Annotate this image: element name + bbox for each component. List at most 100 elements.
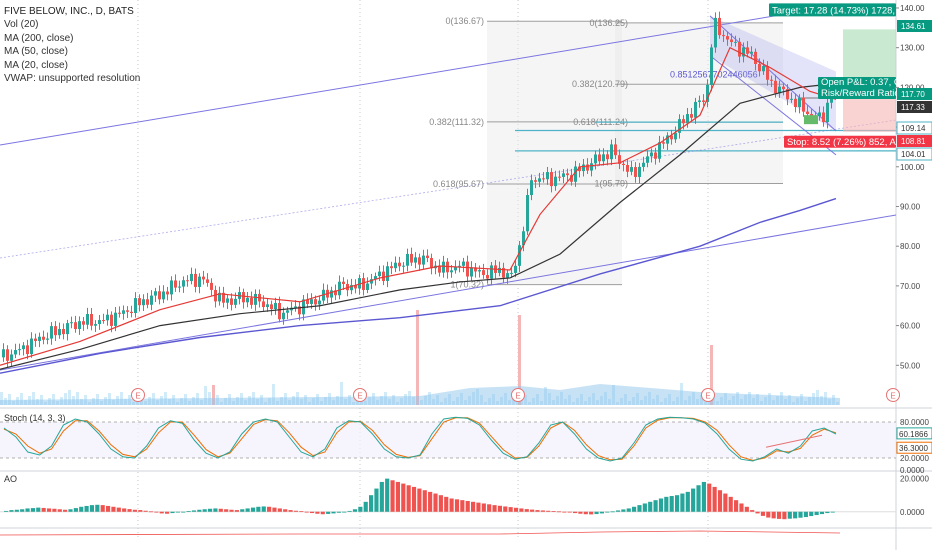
volume-bar (64, 393, 67, 405)
ao-bar (395, 481, 401, 512)
candle-body (286, 310, 289, 313)
ao-bar (401, 483, 406, 512)
ao-bar (288, 510, 293, 512)
ao-bar (674, 495, 680, 512)
candle-body (310, 299, 313, 304)
candle-body (554, 176, 557, 187)
ao-bar (127, 509, 132, 512)
candle-body (186, 280, 189, 282)
candle-body (462, 261, 465, 266)
volume-bar (120, 392, 123, 405)
ao-bar (626, 508, 631, 512)
candle-body (194, 273, 197, 287)
legend-vol[interactable]: Vol (20) (4, 19, 39, 31)
ao-bar (207, 508, 213, 512)
candle-body (226, 298, 229, 303)
candle-body (210, 282, 213, 290)
price-badge-box (897, 88, 932, 100)
candle-body (530, 180, 533, 196)
legend-ma20[interactable]: MA (20, close) (4, 59, 68, 71)
candle-body (734, 41, 737, 43)
ao-bar (744, 506, 749, 512)
ao-bar (664, 496, 669, 512)
symbol-title[interactable]: FIVE BELOW, INC., D, BATS (4, 6, 134, 17)
volume-bar (68, 390, 71, 405)
ao-bar (760, 511, 766, 516)
candle-body (598, 154, 601, 162)
candle-body (750, 51, 753, 54)
ao-bar (766, 511, 771, 518)
ao-bar (347, 510, 352, 512)
ao-bar (776, 511, 782, 519)
ao-bar (154, 511, 159, 513)
candle-body (706, 84, 709, 102)
volume-bar (340, 382, 343, 405)
candle-body (534, 180, 537, 182)
y-tick-label: 100.00 (900, 163, 925, 172)
candle-body (294, 306, 297, 308)
ao-bar (438, 495, 443, 512)
ao-bar (406, 485, 411, 512)
ao-bar (336, 511, 341, 513)
y-tick-label: 70.00 (900, 282, 921, 291)
candle-body (482, 270, 485, 276)
ao-bar (4, 510, 9, 512)
candle-body (70, 322, 73, 324)
ao-pane-label[interactable]: AO (4, 474, 18, 484)
stoch-y-tick-label: 80.0000 (900, 418, 929, 427)
ao-bar (89, 505, 95, 512)
candle-body (114, 312, 117, 326)
candle-body (578, 166, 581, 172)
candle-body (770, 79, 773, 81)
candle-body (178, 286, 181, 288)
candle-body (138, 298, 141, 306)
ao-bar (25, 508, 30, 512)
ao-bar (283, 509, 288, 512)
ao-bar (320, 511, 325, 515)
candle-body (630, 167, 633, 172)
upper-trend-line (0, 4, 841, 146)
candle-body (26, 345, 29, 355)
ao-bar (707, 483, 712, 512)
ao-bar (578, 511, 583, 514)
candle-body (634, 167, 637, 177)
candle-body (442, 261, 445, 273)
y-tick-label: 50.00 (900, 361, 921, 370)
legend-ma50[interactable]: MA (50, close) (4, 46, 68, 58)
candle-body (502, 267, 505, 278)
candle-body (402, 265, 405, 267)
candle-body (514, 265, 517, 273)
candle-body (830, 95, 833, 103)
candle-body (786, 89, 789, 100)
ao-bar (454, 499, 460, 512)
candle-body (182, 280, 185, 287)
ao-bar (530, 509, 535, 512)
ao-bar (433, 493, 438, 512)
ao-bar (293, 510, 299, 512)
candle-body (386, 266, 389, 282)
lower-trend-line (0, 214, 897, 371)
candle-body (22, 345, 25, 350)
candle-body (782, 86, 785, 90)
candle-body (742, 47, 745, 57)
ao-bar (52, 508, 57, 512)
candle-body (570, 175, 573, 182)
candle-body (6, 349, 9, 361)
ao-bar (331, 511, 336, 514)
candle-body (382, 271, 385, 282)
ao-bar (411, 486, 417, 512)
candle-body (390, 266, 393, 269)
candle-body (562, 173, 565, 177)
legend-ma200[interactable]: MA (200, close) (4, 32, 74, 44)
stoch-pane-label[interactable]: Stoch (14, 3, 3) (4, 413, 66, 423)
candle-body (214, 289, 217, 302)
legend-vwap[interactable]: VWAP: unsupported resolution (4, 73, 141, 85)
ao-bar (342, 511, 347, 513)
ao-bar (186, 511, 191, 512)
ao-bar (696, 485, 701, 512)
candle-body (610, 144, 613, 160)
candle-body (822, 112, 825, 123)
ao-bar (519, 508, 524, 512)
earnings-marker (511, 388, 525, 402)
